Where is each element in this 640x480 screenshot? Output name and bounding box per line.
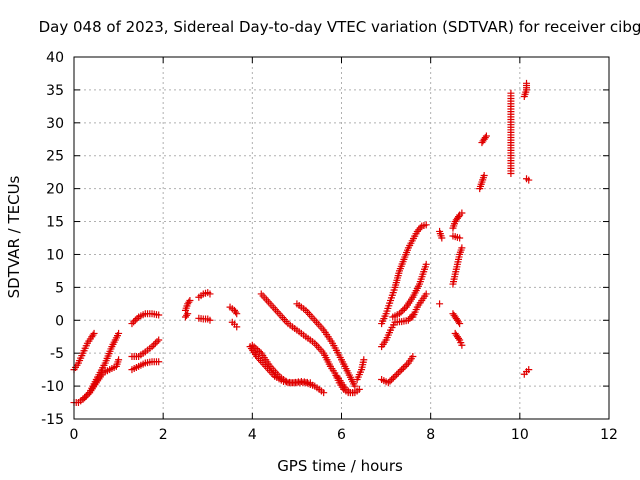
data-point-track-c — [79, 395, 87, 403]
data-point-track-v — [386, 377, 394, 385]
data-point-track-u — [422, 260, 430, 268]
y-tick-label: 40 — [46, 50, 64, 66]
data-point-track-i — [206, 290, 214, 298]
data-point-track-ab — [458, 244, 466, 252]
data-point-track-ah — [523, 79, 531, 87]
y-tick-label: -15 — [41, 412, 64, 428]
data-point-track-u — [397, 308, 405, 316]
data-point-track-d — [133, 315, 141, 323]
data-point-track-ai — [525, 176, 533, 184]
data-point-track-aa — [456, 234, 464, 242]
data-point-track-v — [409, 352, 417, 360]
data-point-track-ac — [455, 318, 463, 326]
data-point-track-v — [393, 371, 401, 379]
grid — [74, 57, 609, 419]
x-tick-label: 8 — [426, 427, 435, 443]
data-point-track-e — [150, 341, 158, 349]
data-point-track-v — [396, 367, 404, 375]
data-point-track-n — [320, 389, 328, 397]
data-point-track-j — [206, 316, 214, 324]
data-point-track-d — [128, 320, 136, 328]
data-point-track-v — [399, 364, 407, 372]
data-point-track-h — [184, 310, 192, 318]
x-tick-label: 2 — [159, 427, 168, 443]
data-point-track-v — [401, 362, 409, 370]
data-point-track-ae — [480, 171, 488, 179]
y-tick-label: 20 — [46, 182, 64, 198]
data-point-track-ad — [458, 341, 466, 349]
data-point-track-v — [403, 361, 411, 369]
y-tick-label: 15 — [46, 215, 64, 231]
data-point-track-a — [90, 329, 98, 337]
data-point-track-c — [84, 390, 92, 398]
data-point-track-z — [455, 213, 463, 221]
data-point-track-e — [151, 339, 159, 347]
data-point-track-e — [155, 336, 163, 344]
data-point-track-ac — [456, 320, 464, 328]
y-tick-label: -10 — [41, 379, 64, 395]
y-tick-label: 30 — [46, 116, 64, 132]
data-point-track-u — [400, 305, 408, 313]
data-point-track-v — [398, 366, 406, 374]
data-point-track-f — [155, 358, 163, 366]
y-axis-label: SDTVAR / TECUs — [5, 175, 23, 298]
x-axis-label: GPS time / hours — [277, 457, 403, 475]
y-tick-label: 10 — [46, 247, 64, 263]
x-tick-label: 12 — [600, 427, 618, 443]
y-tick-label: 25 — [46, 149, 64, 165]
data-point-track-af — [481, 134, 489, 142]
data-point-track-k — [233, 310, 241, 318]
data-point-track-e — [153, 338, 161, 346]
x-tick-label: 4 — [248, 427, 257, 443]
data-point-track-e — [148, 343, 156, 351]
data-point-track-g — [186, 297, 194, 305]
data-point-track-k — [232, 308, 240, 316]
data-point-track-v — [388, 376, 396, 384]
data-point-track-ag — [507, 169, 515, 177]
ticks: 0 2 4 6 8 10 12 -15 -10 -5 0 5 10 15 20 25 30 35 40 — [41, 50, 618, 443]
data-point-track-p — [351, 382, 359, 390]
data-point-track-b — [115, 329, 123, 337]
x-tick-label: 10 — [511, 427, 529, 443]
data-point-track-d — [130, 318, 138, 326]
y-tick-label: 0 — [55, 313, 64, 329]
data-point-track-o — [306, 379, 314, 387]
data-point-track-x — [438, 234, 446, 242]
data-point-track-u — [399, 306, 407, 314]
data-point-track-l — [233, 323, 241, 331]
data-point-track-c — [115, 356, 123, 364]
data-point-track-ad — [455, 334, 463, 342]
data-point-track-g — [185, 298, 193, 306]
data-point-track-v — [394, 369, 402, 377]
data-point-track-h — [183, 311, 191, 319]
data-point-track-u — [395, 310, 403, 318]
data-point-track-v — [391, 372, 399, 380]
x-tick-label: 6 — [337, 427, 346, 443]
data-point-track-v — [389, 374, 397, 382]
data-point-track-c — [82, 392, 90, 400]
data-point-track-v — [384, 379, 392, 387]
plot-frame — [73, 56, 610, 420]
data-point-track-y — [436, 300, 444, 308]
data-point-track-w — [422, 290, 430, 298]
data-point-track-d — [131, 316, 139, 324]
y-tick-label: 5 — [55, 280, 64, 296]
chart-title: Day 048 of 2023, Sidereal Day-to-day VTE… — [39, 18, 640, 36]
x-tick-label: 0 — [70, 427, 79, 443]
data-point-track-q — [355, 385, 363, 393]
data-point-track-z — [458, 209, 466, 217]
data-point-track-d — [155, 311, 163, 319]
data-point-track-a — [89, 331, 97, 339]
data-point-track-af — [482, 132, 490, 140]
data-point-track-aj — [525, 366, 533, 374]
data-point-track-c — [81, 394, 89, 402]
y-tick-label: 35 — [46, 83, 64, 99]
y-tick-label: -5 — [50, 346, 64, 362]
data-point-track-r — [360, 356, 368, 364]
data-point-track-s — [422, 221, 430, 229]
data-points — [70, 79, 533, 407]
